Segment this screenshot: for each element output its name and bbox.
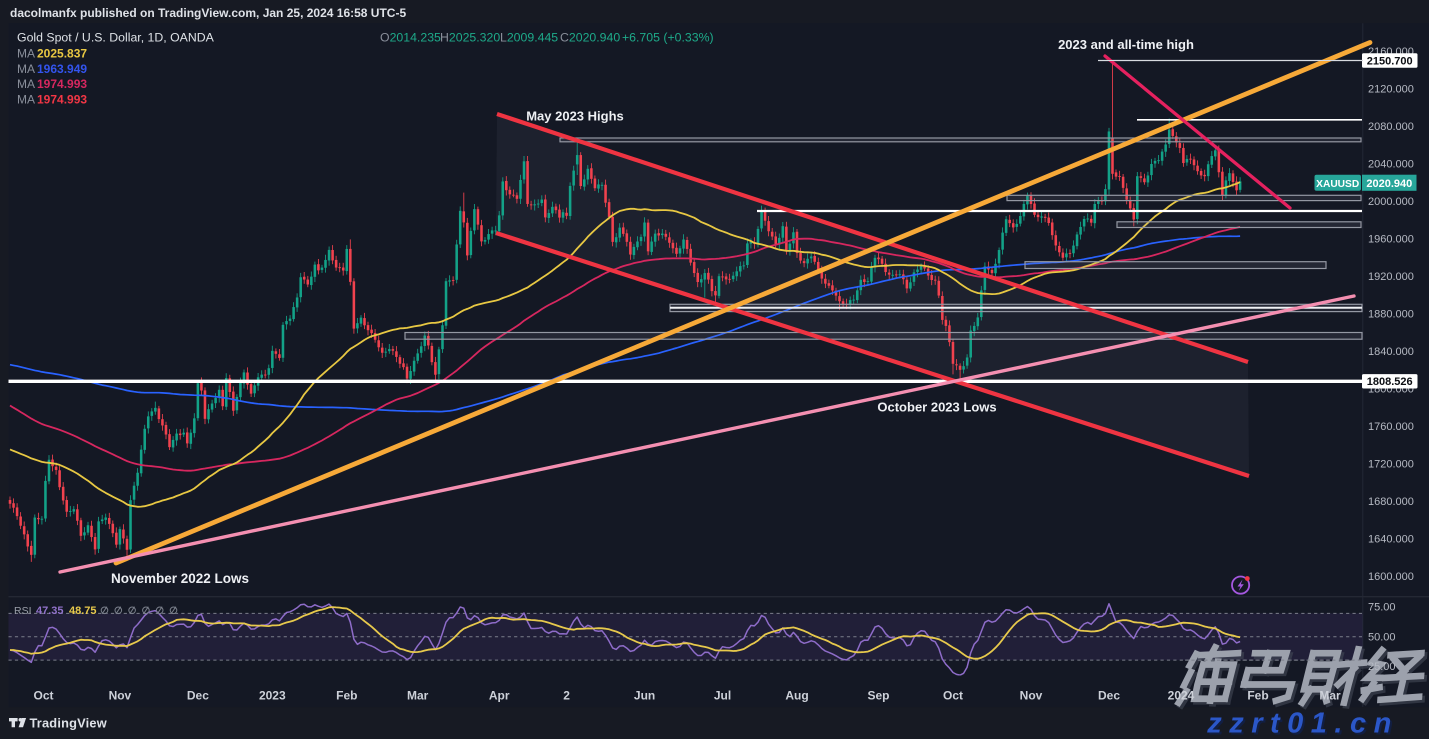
svg-text:75.00: 75.00 bbox=[1368, 602, 1396, 614]
svg-text:2023 and all-time high: 2023 and all-time high bbox=[1058, 37, 1194, 52]
svg-text:2080.000: 2080.000 bbox=[1368, 121, 1414, 133]
svg-text:1960.000: 1960.000 bbox=[1368, 233, 1414, 245]
svg-text:50.00: 50.00 bbox=[1368, 632, 1396, 644]
svg-text:1760.000: 1760.000 bbox=[1368, 421, 1414, 433]
svg-text:Oct: Oct bbox=[943, 689, 963, 703]
svg-text:XAUUSD: XAUUSD bbox=[1316, 179, 1359, 190]
svg-text:1680.000: 1680.000 bbox=[1368, 496, 1414, 508]
svg-text:Aug: Aug bbox=[785, 689, 808, 703]
svg-text:May 2023 Highs: May 2023 Highs bbox=[526, 109, 624, 124]
svg-text:2000.000: 2000.000 bbox=[1368, 196, 1414, 208]
svg-text:MA: MA bbox=[17, 92, 35, 106]
svg-text:MA: MA bbox=[17, 47, 35, 61]
svg-text:1640.000: 1640.000 bbox=[1368, 533, 1414, 545]
svg-text:October 2023 Lows: October 2023 Lows bbox=[877, 400, 996, 415]
svg-text:1963.949: 1963.949 bbox=[37, 62, 87, 76]
svg-text:TradingView: TradingView bbox=[30, 716, 107, 731]
svg-text:1600.000: 1600.000 bbox=[1368, 571, 1414, 583]
svg-text:2024: 2024 bbox=[1168, 689, 1195, 703]
svg-text:2040.000: 2040.000 bbox=[1368, 158, 1414, 170]
svg-text:1920.000: 1920.000 bbox=[1368, 271, 1414, 283]
svg-text:1720.000: 1720.000 bbox=[1368, 458, 1414, 470]
svg-text:2020.940: 2020.940 bbox=[1366, 178, 1412, 190]
svg-text:2120.000: 2120.000 bbox=[1368, 83, 1414, 95]
svg-text:Dec: Dec bbox=[1098, 689, 1120, 703]
svg-text:Oct: Oct bbox=[33, 689, 53, 703]
svg-text:zzrt01.cn: zzrt01.cn bbox=[1208, 710, 1401, 739]
svg-text:zzrt01.cn: zzrt01.cn bbox=[1206, 708, 1399, 739]
svg-text:47.35: 47.35 bbox=[36, 605, 64, 617]
svg-text:Dec: Dec bbox=[187, 689, 209, 703]
svg-text:MA: MA bbox=[17, 62, 35, 76]
svg-text:1974.993: 1974.993 bbox=[37, 77, 87, 91]
svg-text:1880.000: 1880.000 bbox=[1368, 308, 1414, 320]
svg-text:1840.000: 1840.000 bbox=[1368, 346, 1414, 358]
svg-text:MA: MA bbox=[17, 77, 35, 91]
svg-text:Feb: Feb bbox=[1247, 689, 1268, 703]
svg-text:2150.700: 2150.700 bbox=[1367, 55, 1413, 67]
svg-text:1974.993: 1974.993 bbox=[37, 92, 87, 106]
svg-text:Nov: Nov bbox=[109, 689, 132, 703]
svg-text:25.00: 25.00 bbox=[1368, 661, 1396, 673]
svg-text:Nov: Nov bbox=[1020, 689, 1043, 703]
svg-text:November 2022 Lows: November 2022 Lows bbox=[111, 571, 249, 586]
svg-text:Mar: Mar bbox=[407, 689, 429, 703]
svg-text:RSI: RSI bbox=[14, 605, 32, 617]
svg-text:Feb: Feb bbox=[336, 689, 357, 703]
svg-text:Mar: Mar bbox=[1319, 689, 1341, 703]
svg-text:2025.837: 2025.837 bbox=[37, 47, 87, 61]
svg-text:dacolmanfx published on Tradin: dacolmanfx published on TradingView.com,… bbox=[10, 6, 406, 20]
svg-text:Sep: Sep bbox=[867, 689, 889, 703]
svg-text:Jun: Jun bbox=[634, 689, 655, 703]
svg-text:Apr: Apr bbox=[489, 689, 510, 703]
svg-text:48.75: 48.75 bbox=[69, 605, 97, 617]
svg-text:2: 2 bbox=[563, 689, 570, 703]
svg-text:2023: 2023 bbox=[259, 689, 286, 703]
svg-text:Jul: Jul bbox=[714, 689, 731, 703]
svg-text:1808.526: 1808.526 bbox=[1367, 376, 1413, 388]
